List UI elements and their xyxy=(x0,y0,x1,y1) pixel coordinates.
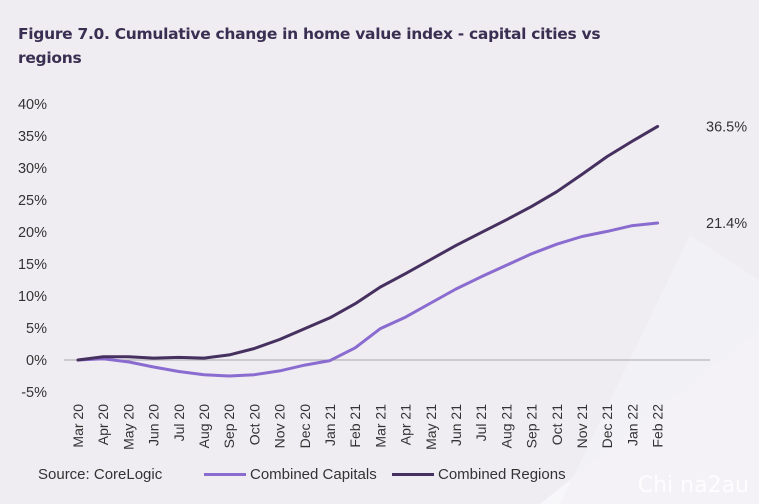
x-tick-label: Jun 21 xyxy=(448,404,464,446)
y-tick-label: 5% xyxy=(26,321,47,337)
x-tick-label: Jul 20 xyxy=(171,404,187,442)
x-tick-label: Oct 20 xyxy=(246,404,262,445)
x-tick-label: Feb 21 xyxy=(347,404,363,448)
x-tick-label: Dec 20 xyxy=(297,404,313,449)
y-tick-label: 20% xyxy=(18,225,47,241)
x-tick-label: Sep 20 xyxy=(221,404,237,449)
legend-swatch-regions xyxy=(392,473,434,476)
x-tick-label: Sep 21 xyxy=(524,404,540,449)
x-tick-label: Feb 22 xyxy=(650,404,666,448)
chart-title: Figure 7.0. Cumulative change in home va… xyxy=(18,25,601,67)
y-tick-label: 10% xyxy=(18,289,47,305)
y-tick-label: 35% xyxy=(18,129,47,145)
end-label-regions: 36.5% xyxy=(706,119,747,135)
x-tick-label: Mar 20 xyxy=(70,404,86,448)
y-tick-label: -5% xyxy=(21,385,47,401)
x-tick-label: Mar 21 xyxy=(372,404,388,448)
line-chart: -5% 0% 5% 10% 15% 20% 25% 30% 35% 40% Mar 20 Apr 20… xyxy=(18,97,747,450)
y-tick-label: 15% xyxy=(18,257,47,273)
x-tick-label: Apr 21 xyxy=(398,404,414,445)
x-tick-label: Dec 21 xyxy=(599,404,615,449)
x-tick-label: Nov 20 xyxy=(272,404,288,449)
x-tick-label: Apr 20 xyxy=(95,404,111,445)
y-tick-label: 40% xyxy=(18,97,47,113)
x-tick-label: Aug 21 xyxy=(498,404,514,449)
legend-swatch-capitals xyxy=(204,473,246,476)
legend-item-capitals: Combined Capitals xyxy=(204,466,377,483)
x-tick-label: Oct 21 xyxy=(549,404,565,445)
legend-label-capitals: Combined Capitals xyxy=(250,466,377,483)
x-tick-label: Aug 20 xyxy=(196,404,212,449)
y-tick-label: 0% xyxy=(26,353,47,369)
x-tick-label: May 20 xyxy=(120,404,136,450)
y-tick-label: 25% xyxy=(18,193,47,209)
x-tick-label: Jul 21 xyxy=(473,404,489,442)
y-tick-label: 30% xyxy=(18,161,47,177)
x-tick-label: Jan 21 xyxy=(322,404,338,446)
legend-item-regions: Combined Regions xyxy=(392,466,566,483)
x-tick-label: Jun 20 xyxy=(146,404,162,446)
series-line-regions xyxy=(76,124,660,362)
watermark: Chi na2au xyxy=(637,473,749,498)
source-note: Source: CoreLogic xyxy=(38,466,163,483)
x-tick-label: May 21 xyxy=(423,404,439,450)
series-line-capitals xyxy=(76,221,660,378)
legend-label-regions: Combined Regions xyxy=(438,466,566,483)
x-tick-label: Nov 21 xyxy=(574,404,590,449)
end-label-capitals: 21.4% xyxy=(706,216,747,232)
x-tick-label: Jan 22 xyxy=(624,404,640,446)
